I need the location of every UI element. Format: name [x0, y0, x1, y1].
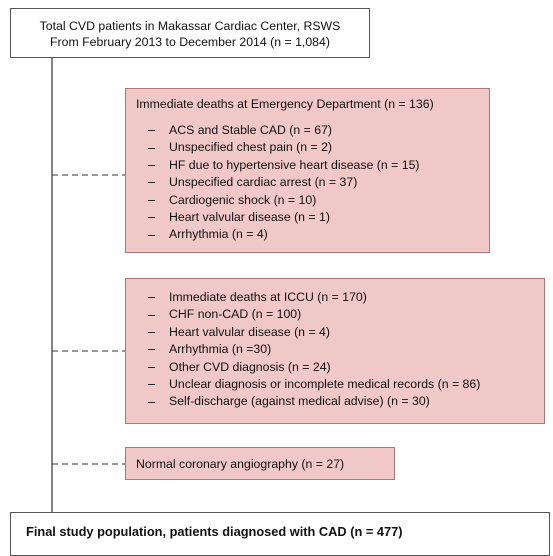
bullet-dash: [148, 130, 155, 132]
exclusion-box: Immediate deaths at Emergency Department…: [125, 88, 490, 253]
list-item: Unclear diagnosis or incomplete medical …: [136, 376, 544, 393]
exclusion-box: Normal coronary angiography (n = 27): [125, 447, 395, 480]
bullet-dash: [148, 182, 155, 184]
bullet-dash: [148, 199, 155, 201]
item-text: CHF non-CAD (n = 100): [169, 307, 302, 322]
bullet-dash: [148, 366, 155, 368]
final-box: Final study population, patients diagnos…: [10, 512, 550, 556]
bullet-dash: [148, 384, 155, 386]
list-item: Immediate deaths at ICCU (n = 170): [136, 289, 544, 306]
list-item: Arrhythmia (n = 4): [136, 226, 489, 243]
item-text: Arrhythmia (n = 4): [169, 227, 268, 242]
item-text: Unspecified chest pain (n = 2): [169, 140, 333, 155]
bullet-dash: [148, 234, 155, 236]
exclusion-box: Immediate deaths at ICCU (n = 170) CHF no…: [125, 278, 545, 424]
bullet-dash: [148, 297, 155, 299]
item-text: Other CVD diagnosis (n = 24): [169, 359, 331, 374]
list-item: Arrhythmia (n =30): [136, 341, 544, 358]
top-box: Total CVD patients in Makassar Cardiac C…: [10, 8, 370, 58]
item-text: Heart valvular disease (n = 4): [169, 324, 330, 339]
list-item: CHF non-CAD (n = 100): [136, 306, 544, 323]
item-text: Unspecified cardiac arrest (n = 37): [169, 175, 358, 190]
list-item: Self-discharge (against medical advise) …: [136, 393, 544, 410]
list-item: Unspecified cardiac arrest (n = 37): [136, 174, 489, 191]
box-title: Immediate deaths at Emergency Department…: [136, 97, 434, 111]
box-title: Normal coronary angiography (n = 27): [136, 457, 345, 471]
list-item: Cardiogenic shock (n = 10): [136, 192, 489, 209]
bullet-dash: [148, 401, 155, 403]
bullet-dash: [148, 147, 155, 149]
list-item: Unspecified chest pain (n = 2): [136, 139, 489, 156]
top-line: From February 2013 to December 2014 (n =…: [50, 35, 330, 49]
list-item: Heart valvular disease (n = 4): [136, 324, 544, 341]
list-item: Heart valvular disease (n = 1): [136, 209, 489, 226]
item-text: Immediate deaths at ICCU (n = 170): [169, 290, 367, 304]
item-text: Self-discharge (against medical advise) …: [169, 394, 430, 409]
bullet-dash: [148, 314, 155, 316]
item-text: HF due to hypertensive heart disease (n …: [169, 157, 420, 172]
item-text: Unclear diagnosis or incomplete medical …: [169, 377, 481, 392]
item-text: Arrhythmia (n =30): [169, 342, 272, 357]
list-item: ACS and Stable CAD (n = 67): [136, 122, 489, 139]
item-text: Cardiogenic shock (n = 10): [169, 192, 317, 207]
top-line: Total CVD patients in Makassar Cardiac C…: [39, 19, 341, 33]
list-item: Other CVD diagnosis (n = 24): [136, 359, 544, 376]
list-item: HF due to hypertensive heart disease (n …: [136, 157, 489, 174]
item-text: Heart valvular disease (n = 1): [169, 210, 330, 225]
bullet-dash: [148, 349, 155, 351]
bullet-dash: [148, 217, 155, 219]
bullet-dash: [148, 332, 155, 334]
item-text: ACS and Stable CAD (n = 67): [169, 123, 333, 137]
bullet-dash: [148, 165, 155, 167]
